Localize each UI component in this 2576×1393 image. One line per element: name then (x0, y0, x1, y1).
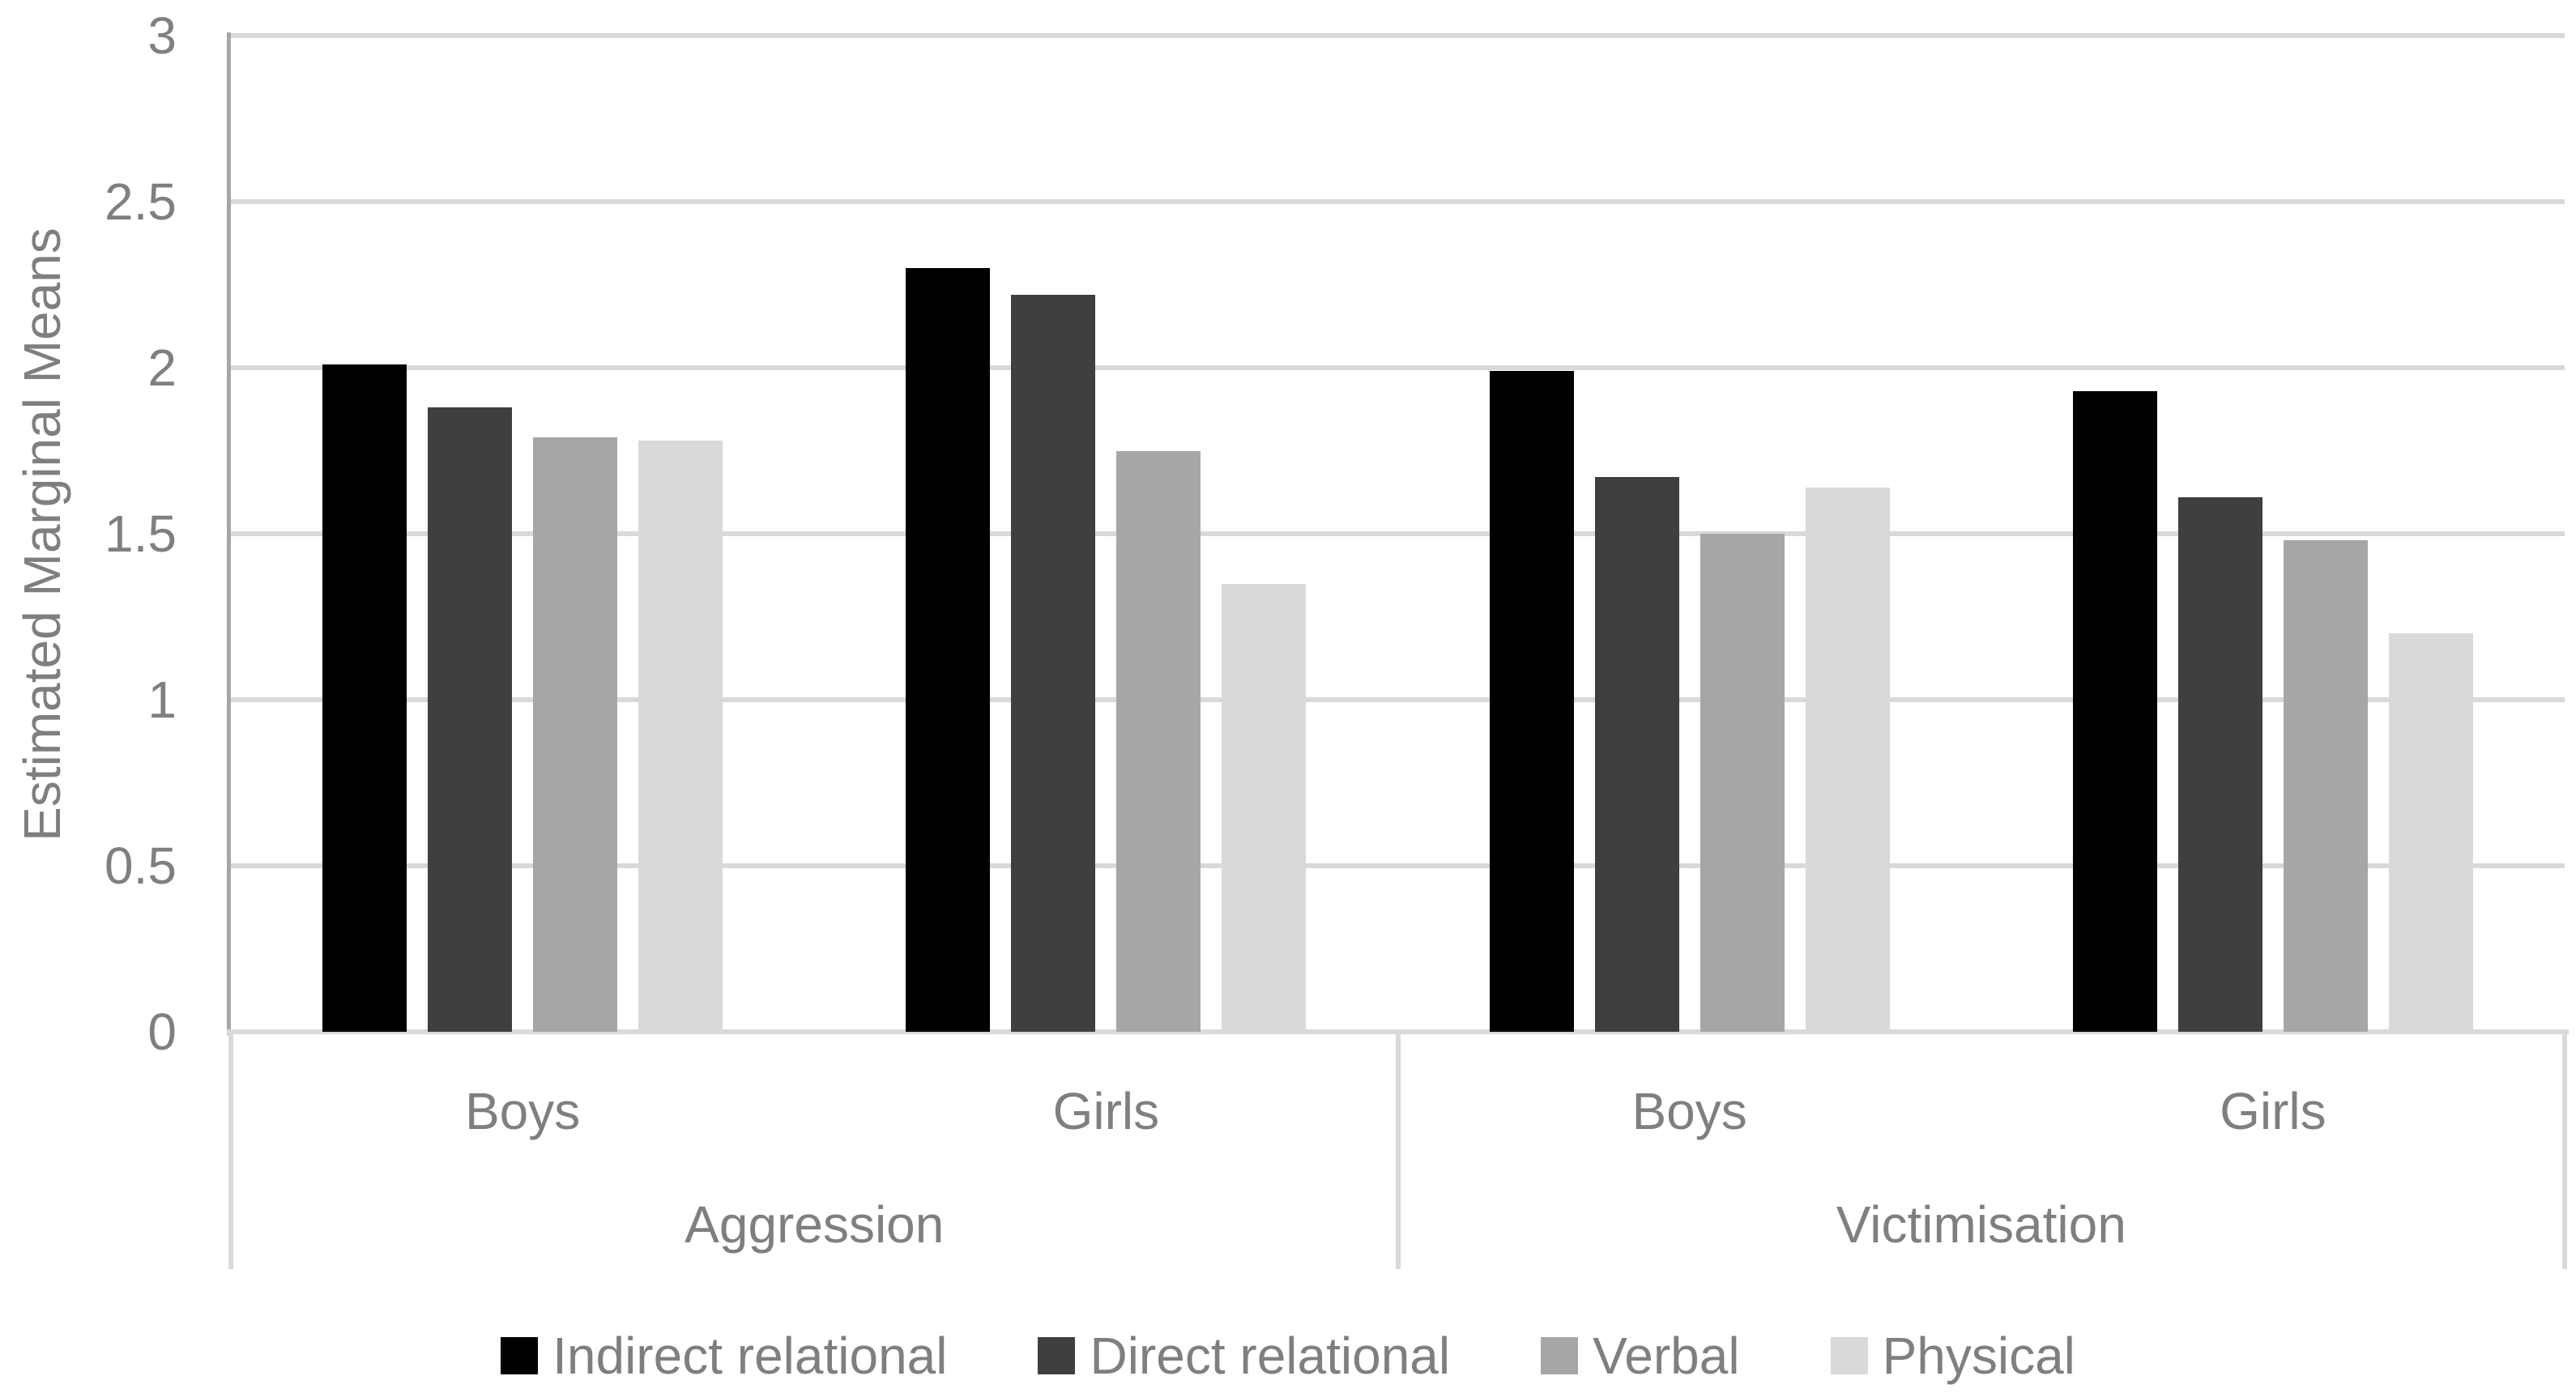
y-tick-label: 1.5 (104, 505, 177, 563)
bar-physical-victimisation-boys (1805, 487, 1890, 1032)
legend-swatch-icon (1038, 1337, 1076, 1374)
legend-swatch-icon (1541, 1337, 1579, 1374)
gridline-2 (231, 365, 2565, 370)
category-label-panel: Aggression (685, 1195, 945, 1254)
y-tick-label: 0.5 (104, 837, 177, 895)
legend-label: Verbal (1593, 1327, 1740, 1385)
bar-indirect-relational-aggression-girls (906, 268, 991, 1032)
bar-indirect-relational-victimisation-boys (1489, 371, 1574, 1032)
legend-item-physical: Physical (1830, 1320, 2075, 1391)
category-label-group: Girls (1052, 1082, 1160, 1140)
gridline-1 (231, 697, 2565, 702)
y-tick-label: 3 (147, 6, 177, 65)
legend-label: Indirect relational (552, 1327, 948, 1385)
gridline-0.5 (231, 863, 2565, 868)
legend-label: Physical (1882, 1327, 2075, 1385)
category-axis: Boys Girls Aggression Boys Girls Victimisatio… (227, 1029, 2569, 1269)
bar-verbal-aggression-girls (1116, 450, 1201, 1032)
bar-physical-aggression-boys (638, 441, 723, 1032)
gridline-2.5 (231, 199, 2565, 204)
bar-direct-relational-victimisation-girls (2177, 496, 2263, 1032)
legend-item-indirect-relational: Indirect relational (501, 1320, 947, 1391)
category-label-group: Boys (464, 1082, 581, 1140)
bar-physical-victimisation-girls (2388, 633, 2473, 1032)
category-divider (228, 1032, 233, 1269)
gridline-3 (231, 33, 2565, 38)
bar-verbal-victimisation-boys (1700, 534, 1785, 1032)
y-tick-label: 2 (147, 339, 177, 397)
gridline-1.5 (231, 531, 2565, 536)
bar-verbal-aggression-boys (533, 437, 618, 1032)
y-tick-label: 2.5 (104, 173, 177, 231)
bar-verbal-victimisation-girls (2283, 540, 2368, 1032)
y-tick-label: 1 (147, 671, 177, 729)
category-label-panel: Victimisation (1836, 1195, 2126, 1254)
plot-area (227, 32, 2565, 1035)
bar-indirect-relational-aggression-boys (322, 364, 407, 1032)
category-label-group: Girls (2220, 1082, 2327, 1140)
bar-direct-relational-aggression-boys (428, 407, 513, 1032)
legend-swatch-icon (501, 1337, 539, 1374)
category-label-group: Boys (1631, 1082, 1747, 1140)
y-tick-label: 0 (147, 1003, 177, 1061)
legend-item-verbal: Verbal (1541, 1320, 1740, 1391)
legend-swatch-icon (1830, 1337, 1868, 1374)
y-axis-line (227, 32, 231, 1035)
bar-physical-aggression-girls (1222, 583, 1307, 1032)
legend: Indirect relational Direct relational Verb… (0, 1320, 2576, 1391)
bar-direct-relational-aggression-girls (1011, 294, 1096, 1032)
bar-indirect-relational-victimisation-girls (2072, 390, 2157, 1032)
bar-direct-relational-victimisation-boys (1594, 477, 1679, 1032)
category-divider (1395, 1032, 1401, 1269)
legend-label: Direct relational (1090, 1327, 1451, 1385)
legend-item-direct-relational: Direct relational (1038, 1320, 1450, 1391)
category-divider (2562, 1032, 2567, 1269)
